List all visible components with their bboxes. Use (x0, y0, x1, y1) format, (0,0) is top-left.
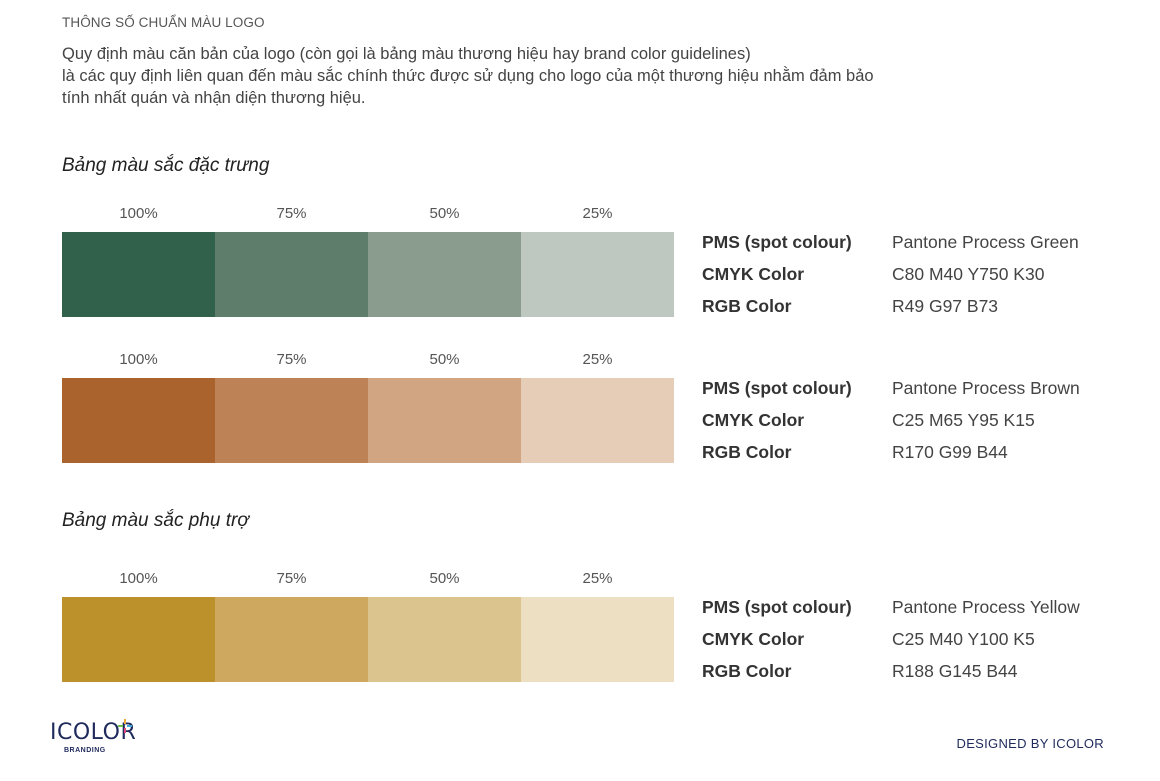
swatch-strip (62, 597, 674, 682)
spec-label: RGB Color (702, 660, 792, 681)
swatch-100 (62, 232, 215, 317)
percentage-labels: 100% 75% 50% 25% (62, 570, 674, 590)
spec-value: C80 M40 Y750 K30 (892, 263, 1045, 284)
spec-row-cmyk: CMYK Color C80 M40 Y750 K30 (702, 258, 1122, 290)
page-eyebrow: THÔNG SỐ CHUẨN MÀU LOGO (62, 15, 265, 30)
pct-label: 75% (276, 205, 307, 222)
percentage-labels: 100% 75% 50% 25% (62, 351, 674, 371)
palette-yellow: 100% 75% 50% 25% PMS (spot colour) Panto… (62, 570, 1122, 690)
swatch-strip (62, 232, 674, 317)
spec-value: Pantone Process Brown (892, 377, 1080, 398)
swatch-100 (62, 597, 215, 682)
swatch-50 (368, 232, 521, 317)
spec-value: R170 G99 B44 (892, 441, 1008, 462)
swatch-75 (215, 232, 368, 317)
pct-label: 25% (582, 351, 613, 368)
pct-label: 100% (119, 205, 158, 222)
spec-row-pms: PMS (spot colour) Pantone Process Yellow (702, 591, 1122, 623)
logo-wordmark: ICOLOR (50, 720, 137, 745)
pct-label: 25% (582, 205, 613, 222)
primary-palette-title: Bảng màu sắc đặc trưng (62, 155, 270, 176)
brand-logo: ICOLOR BRANDING (50, 719, 140, 758)
designer-credit: DESIGNED BY ICOLOR (956, 736, 1104, 751)
spec-label: RGB Color (702, 441, 792, 462)
spec-row-cmyk: CMYK Color C25 M65 Y95 K15 (702, 404, 1122, 436)
intro-line: tính nhất quán và nhận diện thương hiệu. (62, 89, 366, 107)
spec-value: R188 G145 B44 (892, 660, 1018, 681)
pct-label: 100% (119, 570, 158, 587)
spec-value: R49 G97 B73 (892, 295, 999, 316)
swatch-25 (521, 232, 674, 317)
swatch-50 (368, 597, 521, 682)
spec-label: PMS (spot colour) (702, 231, 852, 252)
sparkle-icon (118, 719, 132, 733)
pct-label: 50% (429, 351, 460, 368)
spec-label: CMYK Color (702, 263, 805, 284)
swatch-75 (215, 378, 368, 463)
spec-value: C25 M40 Y100 K5 (892, 628, 1035, 649)
spec-row-rgb: RGB Color R49 G97 B73 (702, 290, 1122, 322)
spec-label: PMS (spot colour) (702, 596, 852, 617)
spec-value: C25 M65 Y95 K15 (892, 409, 1035, 430)
pct-label: 75% (276, 570, 307, 587)
swatch-strip (62, 378, 674, 463)
intro-line: Quy định màu căn bản của logo (còn gọi l… (62, 45, 751, 63)
spec-row-pms: PMS (spot colour) Pantone Process Brown (702, 372, 1122, 404)
percentage-labels: 100% 75% 50% 25% (62, 205, 674, 225)
spec-value: Pantone Process Green (892, 231, 1079, 252)
pct-label: 50% (429, 205, 460, 222)
spec-row-rgb: RGB Color R170 G99 B44 (702, 436, 1122, 468)
swatch-50 (368, 378, 521, 463)
color-specs: PMS (spot colour) Pantone Process Yellow… (702, 591, 1122, 687)
intro-line: là các quy định liên quan đến màu sắc ch… (62, 67, 874, 85)
pct-label: 50% (429, 570, 460, 587)
pct-label: 25% (582, 570, 613, 587)
swatch-25 (521, 378, 674, 463)
palette-green: 100% 75% 50% 25% PMS (spot colour) Panto… (62, 205, 1122, 325)
swatch-100 (62, 378, 215, 463)
spec-label: CMYK Color (702, 628, 805, 649)
spec-row-pms: PMS (spot colour) Pantone Process Green (702, 226, 1122, 258)
secondary-palette-title: Bảng màu sắc phụ trợ (62, 510, 249, 531)
intro-paragraph: Quy định màu căn bản của logo (còn gọi l… (62, 43, 942, 109)
spec-label: PMS (spot colour) (702, 377, 852, 398)
pct-label: 75% (276, 351, 307, 368)
color-specs: PMS (spot colour) Pantone Process Brown … (702, 372, 1122, 468)
pct-label: 100% (119, 351, 158, 368)
swatch-25 (521, 597, 674, 682)
spec-label: CMYK Color (702, 409, 805, 430)
palette-brown: 100% 75% 50% 25% PMS (spot colour) Panto… (62, 351, 1122, 471)
spec-row-rgb: RGB Color R188 G145 B44 (702, 655, 1122, 687)
spec-label: RGB Color (702, 295, 792, 316)
color-specs: PMS (spot colour) Pantone Process Green … (702, 226, 1122, 322)
spec-row-cmyk: CMYK Color C25 M40 Y100 K5 (702, 623, 1122, 655)
logo-subtitle: BRANDING (64, 747, 106, 754)
swatch-75 (215, 597, 368, 682)
spec-value: Pantone Process Yellow (892, 596, 1080, 617)
